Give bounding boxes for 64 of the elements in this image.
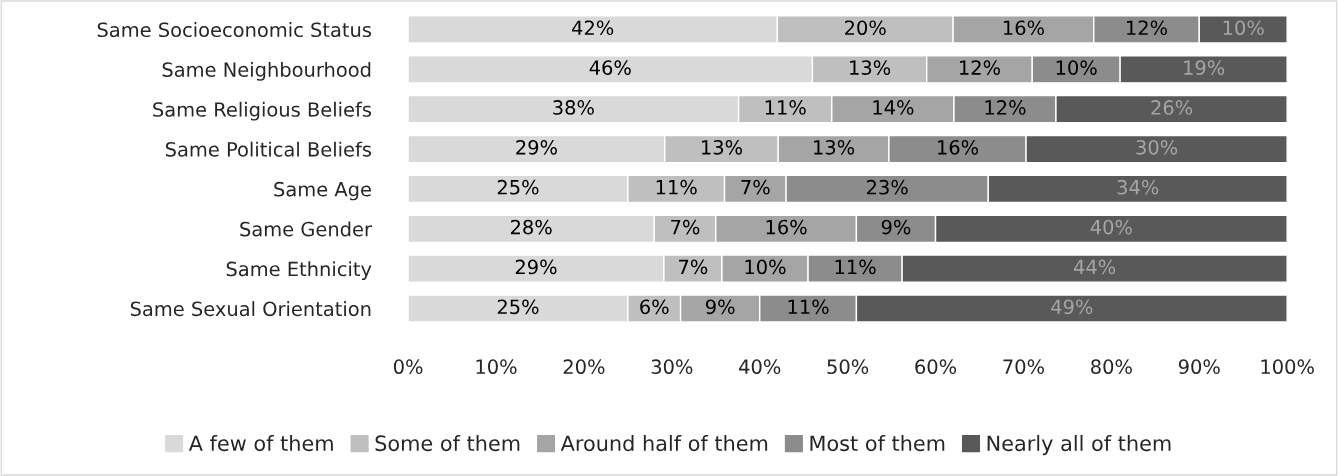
data-label: 11% [765,100,806,115]
y-tick-label: Same Sexual Orientation [130,301,371,317]
data-label: 34% [1117,179,1159,195]
data-label: 49% [1051,299,1093,315]
data-label: 10% [1056,60,1097,75]
y-tick-label: Same Neighbourhood [162,61,371,81]
data-label: 38% [553,100,594,115]
data-label: 29% [515,259,557,275]
x-tick-label: 40% [739,359,781,375]
x-tick-label: 50% [827,359,869,375]
x-tick-label: 20% [563,359,605,375]
y-tick-label: Same Age [274,181,371,201]
data-label: 7% [741,179,770,195]
x-tick-label: 10% [476,359,517,375]
y-tick-label: Same Gender [240,221,372,237]
data-label: 13% [814,139,855,155]
legend-label: A few of them [188,435,333,452]
data-label: 12% [960,60,1001,75]
data-label: 10% [745,259,786,275]
data-label: 11% [835,259,876,275]
data-label: 44% [1073,259,1116,275]
x-tick-label: 90% [1178,359,1220,375]
y-tick-label: Same Ethnicity [226,261,372,281]
data-label: 30% [1136,139,1178,155]
x-tick-label: 70% [1003,359,1044,375]
data-label: 16% [766,219,807,235]
x-tick-label: 100% [1261,359,1314,375]
data-label: 6% [640,299,669,315]
data-label: 9% [705,299,735,315]
data-label: 11% [788,299,829,315]
data-label: 12% [1127,20,1168,36]
legend-label: Most of them [810,435,945,452]
legend-label: Nearly all of them [987,435,1171,456]
y-tick-label: Same Religious Beliefs [153,101,372,121]
x-tick-label: 60% [915,359,957,375]
data-label: 20% [845,20,886,36]
data-label: 13% [850,60,891,75]
x-tick-label: 0% [393,359,423,375]
data-label: 13% [702,139,743,155]
x-tick-label: 80% [1091,359,1132,375]
y-tick-label: Same Socioeconomic Status [97,22,372,38]
data-label: 19% [1184,60,1225,75]
data-label: 16% [938,139,979,155]
legend-label: Around half of them [560,435,768,452]
data-label: 7% [671,219,700,235]
data-label: 26% [1151,100,1193,115]
data-label: 25% [497,179,539,195]
data-label: 11% [656,179,697,195]
legend-label: Some of them [375,435,520,452]
data-label: 16% [1003,20,1044,36]
data-label: 29% [516,139,557,155]
data-label: 14% [873,100,914,115]
data-label: 28% [510,219,552,235]
data-label: 40% [1090,219,1132,235]
data-label: 10% [1223,20,1264,36]
x-tick-label: 30% [651,359,693,375]
data-label: 23% [867,179,908,195]
data-label: 42% [572,20,614,36]
data-label: 25% [497,299,539,315]
data-label: 7% [679,259,708,275]
y-tick-label: Same Political Beliefs [165,141,372,157]
data-label: 46% [589,60,631,75]
data-label: 9% [881,219,911,235]
data-label: 12% [985,100,1026,115]
